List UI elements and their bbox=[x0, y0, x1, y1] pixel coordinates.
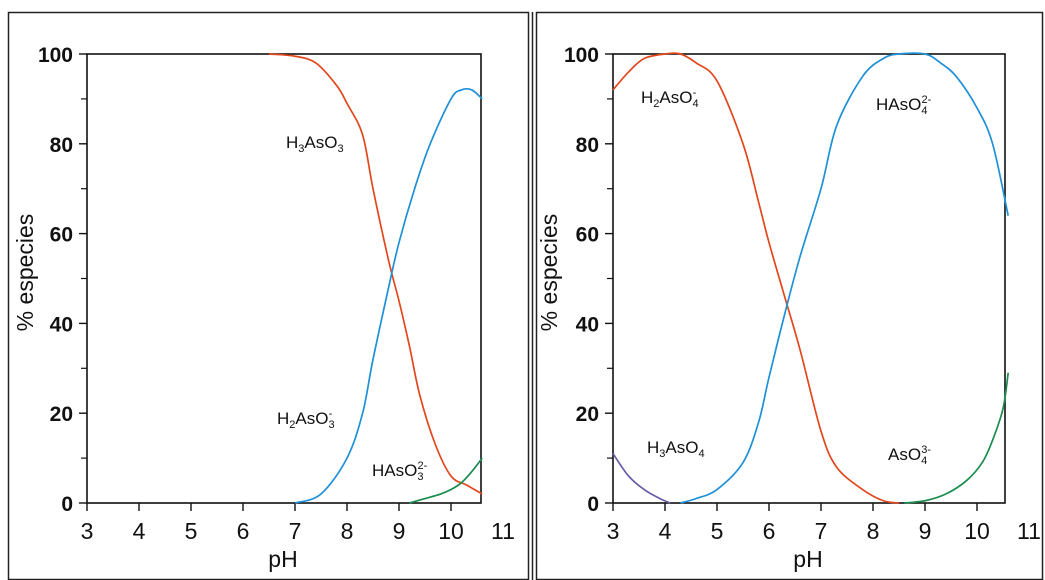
series-line-haso4-2- bbox=[680, 52, 1010, 504]
y-tick-label: 20 bbox=[576, 403, 599, 426]
x-tick-label: 11 bbox=[491, 518, 515, 544]
y-axis-title: % especies bbox=[536, 214, 562, 332]
x-tick-label: 6 bbox=[237, 518, 250, 544]
series-line-h2aso4- bbox=[612, 52, 900, 504]
series-line-h3aso4 bbox=[612, 453, 671, 504]
y-tick-label: 60 bbox=[50, 224, 73, 247]
species-label: HAsO32- bbox=[372, 460, 428, 483]
species-label: H3AsO4 bbox=[647, 438, 705, 460]
x-tick-label: 3 bbox=[607, 518, 620, 544]
x-tick-label: 9 bbox=[919, 518, 932, 544]
y-tick-label: 40 bbox=[50, 313, 73, 336]
series-line-h3aso3 bbox=[268, 53, 483, 495]
left-chart: 0 20 40 60 80 100 3 4 5 6 7 8 9 10 11 pH % especies H3AsO… bbox=[12, 44, 515, 572]
species-label: H2AsO3- bbox=[277, 408, 335, 431]
x-tick-label: 4 bbox=[133, 518, 146, 544]
series-line-aso4-3- bbox=[904, 372, 1010, 504]
y-tick-label: 80 bbox=[576, 134, 599, 157]
y-tick-label: 100 bbox=[564, 44, 599, 67]
right-chart: 0 20 40 60 80 100 3 4 5 6 7 8 9 10 11 pH % especies H2AsO… bbox=[536, 44, 1041, 572]
x-tick-label: 5 bbox=[185, 518, 198, 544]
y-tick-label: 40 bbox=[576, 313, 599, 336]
y-tick-label: 60 bbox=[576, 224, 599, 247]
y-tick-label: 0 bbox=[587, 493, 599, 516]
x-tick-label: 10 bbox=[438, 518, 464, 544]
x-tick-label: 8 bbox=[867, 518, 880, 544]
series-line-haso3-2- bbox=[409, 457, 483, 504]
x-tick-label: 7 bbox=[815, 518, 828, 544]
x-tick-label: 9 bbox=[393, 518, 406, 544]
y-tick-label: 80 bbox=[50, 134, 73, 157]
x-tick-label: 3 bbox=[81, 518, 94, 544]
x-tick-label: 7 bbox=[289, 518, 302, 544]
x-tick-label: 5 bbox=[711, 518, 724, 544]
y-axis-title: % especies bbox=[12, 214, 38, 332]
x-tick-label: 8 bbox=[341, 518, 354, 544]
x-tick-label: 10 bbox=[964, 518, 990, 544]
x-axis-title: pH bbox=[268, 546, 297, 572]
species-label: AsO43- bbox=[888, 444, 931, 467]
x-tick-label: 4 bbox=[659, 518, 672, 544]
x-tick-label: 6 bbox=[763, 518, 776, 544]
series-line-h2aso3- bbox=[294, 87, 483, 504]
y-tick-label: 0 bbox=[61, 493, 73, 516]
species-label: H3AsO3 bbox=[286, 133, 344, 155]
y-tick-label: 100 bbox=[38, 44, 73, 67]
x-axis-title: pH bbox=[793, 546, 822, 572]
x-tick-label: 11 bbox=[1017, 518, 1041, 544]
plot-area-frame bbox=[86, 53, 482, 504]
species-label: HAsO42- bbox=[876, 94, 932, 117]
plot-area-frame bbox=[612, 53, 1006, 504]
species-label: H2AsO4- bbox=[641, 87, 699, 110]
y-tick-label: 20 bbox=[50, 403, 73, 426]
